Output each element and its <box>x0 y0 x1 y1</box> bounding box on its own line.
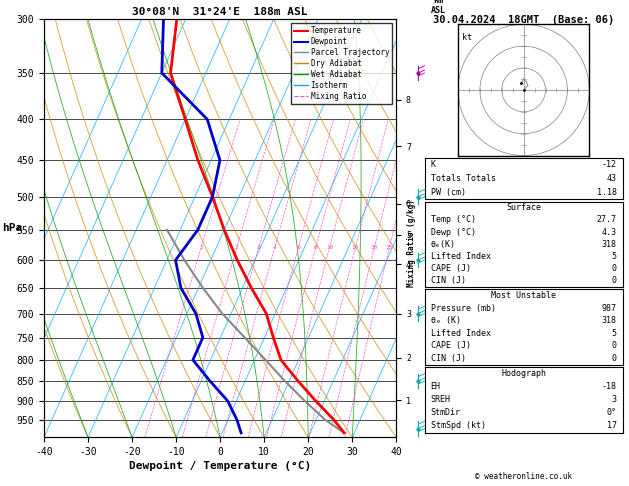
Text: -18: -18 <box>602 382 617 391</box>
Text: 987: 987 <box>602 303 617 312</box>
Text: 20: 20 <box>370 244 378 250</box>
Text: 15: 15 <box>352 244 359 250</box>
Text: 2: 2 <box>235 244 238 250</box>
Text: 0: 0 <box>612 354 617 363</box>
Text: 1: 1 <box>199 244 203 250</box>
Text: 6: 6 <box>297 244 301 250</box>
Text: 3: 3 <box>257 244 260 250</box>
Text: Dewp (°C): Dewp (°C) <box>430 227 476 237</box>
Text: 318: 318 <box>602 316 617 325</box>
Legend: Temperature, Dewpoint, Parcel Trajectory, Dry Adiabat, Wet Adiabat, Isotherm, Mi: Temperature, Dewpoint, Parcel Trajectory… <box>291 23 392 104</box>
Text: -12: -12 <box>602 160 617 169</box>
Text: EH: EH <box>430 382 440 391</box>
Text: Lifted Index: Lifted Index <box>430 329 491 338</box>
Text: 1.18: 1.18 <box>597 188 617 197</box>
Text: CAPE (J): CAPE (J) <box>430 264 470 273</box>
Text: PW (cm): PW (cm) <box>430 188 465 197</box>
Text: θₑ(K): θₑ(K) <box>430 240 455 249</box>
Text: CAPE (J): CAPE (J) <box>430 341 470 350</box>
Title: 30°08'N  31°24'E  188m ASL: 30°08'N 31°24'E 188m ASL <box>132 7 308 17</box>
Text: CIN (J): CIN (J) <box>430 354 465 363</box>
Text: Hodograph: Hodograph <box>501 369 546 378</box>
Text: 0: 0 <box>612 264 617 273</box>
Text: km
ASL: km ASL <box>431 0 446 15</box>
Text: 5: 5 <box>612 252 617 261</box>
Text: 0°: 0° <box>607 408 617 417</box>
Text: 0: 0 <box>612 341 617 350</box>
Text: 27.7: 27.7 <box>597 215 617 225</box>
Text: Most Unstable: Most Unstable <box>491 291 556 300</box>
Text: hPa: hPa <box>3 224 23 233</box>
Text: 4.3: 4.3 <box>602 227 617 237</box>
Text: Totals Totals: Totals Totals <box>430 174 496 183</box>
X-axis label: Dewpoint / Temperature (°C): Dewpoint / Temperature (°C) <box>129 461 311 471</box>
Text: 30.04.2024  18GMT  (Base: 06): 30.04.2024 18GMT (Base: 06) <box>433 15 615 25</box>
Text: 4: 4 <box>273 244 277 250</box>
Text: SREH: SREH <box>430 395 450 404</box>
Text: 25: 25 <box>386 244 393 250</box>
Text: StmDir: StmDir <box>430 408 460 417</box>
Text: Pressure (mb): Pressure (mb) <box>430 303 496 312</box>
Text: 43: 43 <box>607 174 617 183</box>
Text: 3: 3 <box>612 395 617 404</box>
Text: 17: 17 <box>607 421 617 431</box>
Text: 10: 10 <box>326 244 333 250</box>
Text: Surface: Surface <box>506 203 541 212</box>
Text: 0: 0 <box>612 276 617 285</box>
Text: CIN (J): CIN (J) <box>430 276 465 285</box>
Text: 5: 5 <box>612 329 617 338</box>
Text: Mixing Ratio (g/kg): Mixing Ratio (g/kg) <box>408 199 416 287</box>
Text: K: K <box>430 160 435 169</box>
Text: kt: kt <box>462 33 472 42</box>
Text: © weatheronline.co.uk: © weatheronline.co.uk <box>475 472 572 481</box>
Text: Temp (°C): Temp (°C) <box>430 215 476 225</box>
Text: Lifted Index: Lifted Index <box>430 252 491 261</box>
Text: 8: 8 <box>314 244 318 250</box>
Text: 318: 318 <box>602 240 617 249</box>
Text: StmSpd (kt): StmSpd (kt) <box>430 421 486 431</box>
Text: θₑ (K): θₑ (K) <box>430 316 460 325</box>
